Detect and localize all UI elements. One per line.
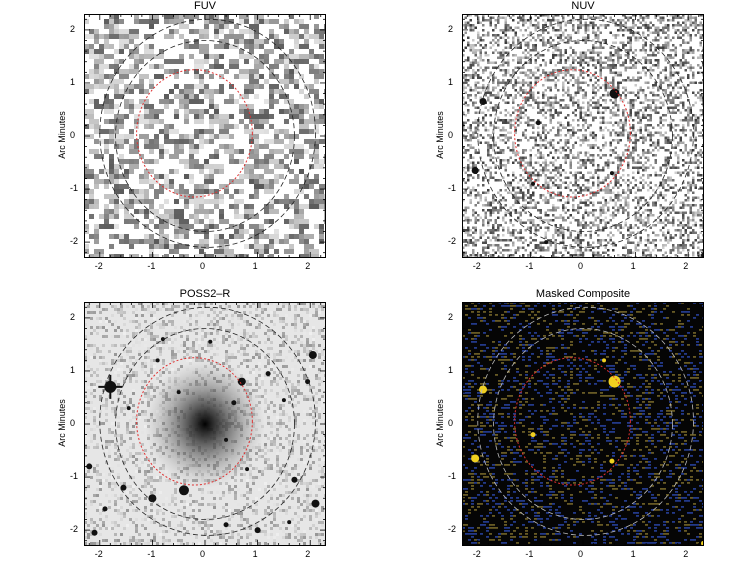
x-tick-label: -1 [525, 549, 534, 559]
nuv-image [462, 14, 704, 258]
x-tick-label: -1 [147, 549, 156, 559]
x-tick-label: 2 [305, 549, 311, 559]
panel-title: FUV [194, 0, 216, 12]
panel-title: POSS2–R [179, 288, 231, 300]
x-tick-label: -2 [472, 549, 481, 559]
y-tick-label: 2 [448, 311, 454, 322]
x-tick-label: 0 [578, 549, 584, 559]
y-tick-label: 0 [448, 418, 454, 428]
x-tick-label: 1 [630, 261, 636, 271]
fuv-image [84, 14, 326, 258]
y-axis-label: Arc Minutes [435, 399, 445, 447]
y-tick-label: -1 [70, 183, 79, 194]
y-tick-label: -1 [448, 471, 457, 482]
y-tick-label: -2 [70, 236, 79, 247]
x-tick-label: 2 [305, 261, 311, 271]
y-axis-label: Arc Minutes [435, 111, 445, 159]
y-tick-label: 2 [448, 23, 454, 34]
y-tick-label: 0 [70, 130, 76, 140]
panel-title: NUV [571, 0, 595, 12]
composite-image [462, 302, 704, 546]
y-tick-label: 1 [448, 76, 454, 87]
panel-title: Masked Composite [535, 288, 631, 300]
y-tick-label: -2 [448, 524, 457, 535]
x-tick-label: -2 [94, 261, 103, 271]
y-tick-label: -2 [70, 524, 79, 535]
x-tick-label: 0 [578, 261, 584, 271]
y-tick-label: 2 [70, 311, 76, 322]
y-tick-label: -1 [448, 183, 457, 194]
x-tick-label: -2 [472, 261, 481, 271]
x-tick-label: 1 [630, 549, 636, 559]
x-tick-label: 1 [252, 549, 258, 559]
y-tick-label: 1 [70, 364, 76, 375]
y-axis-label: Arc Minutes [57, 399, 67, 447]
x-tick-label: -1 [525, 261, 534, 271]
y-tick-label: 2 [70, 23, 76, 34]
poss2r-image [84, 302, 326, 546]
y-tick-label: -1 [70, 471, 79, 482]
y-tick-label: 1 [70, 76, 76, 87]
x-tick-label: 0 [200, 261, 206, 271]
x-tick-label: 2 [683, 549, 689, 559]
y-tick-label: 1 [448, 364, 454, 375]
y-tick-label: 0 [70, 418, 76, 428]
x-tick-label: 1 [252, 261, 258, 271]
x-tick-label: 2 [683, 261, 689, 271]
y-tick-label: -2 [448, 236, 457, 247]
x-tick-label: -1 [147, 261, 156, 271]
y-axis-label: Arc Minutes [57, 111, 67, 159]
x-tick-label: 0 [200, 549, 206, 559]
x-tick-label: -2 [94, 549, 103, 559]
y-tick-label: 0 [448, 130, 454, 140]
